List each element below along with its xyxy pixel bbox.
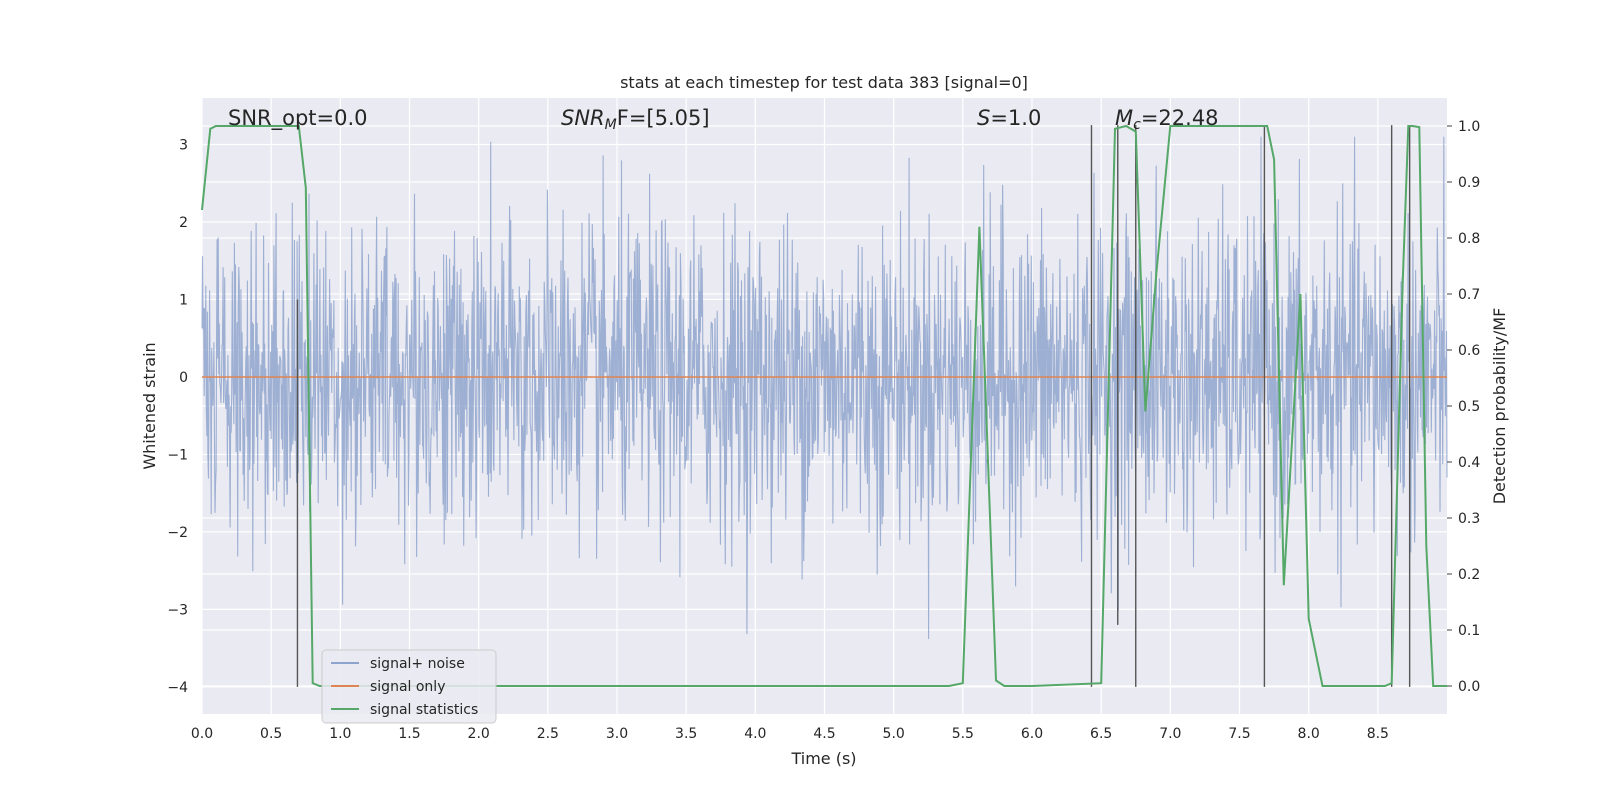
x-tick-label: 2.0 <box>468 726 490 742</box>
y2-tick-label: 0.3 <box>1458 511 1480 527</box>
y2-tick-label: 0.1 <box>1458 623 1480 639</box>
y-tick-label: 1 <box>179 292 188 308</box>
x-tick-label: 3.0 <box>606 726 628 742</box>
annotation-s-rest: =1.0 <box>990 106 1041 130</box>
x-tick-label: 1.5 <box>398 726 420 742</box>
y-tick-label: 0 <box>179 370 188 386</box>
y2-tick-label: 0.0 <box>1458 679 1480 695</box>
series-line-signal-statistics <box>201 124 1447 687</box>
y2-tick-label: 0.7 <box>1458 287 1480 303</box>
y2-tick-label: 0.9 <box>1458 175 1480 191</box>
x-tick-label: 5.0 <box>883 726 905 742</box>
x-tick-label: 0.5 <box>260 726 282 742</box>
y-tick-label: −4 <box>167 680 188 696</box>
x-tick-label: 7.5 <box>1228 726 1250 742</box>
x-tick-label: 7.0 <box>1159 726 1181 742</box>
annotation-snr-opt: SNR_opt=0.0 <box>228 106 368 131</box>
y-tick-label: −1 <box>167 447 188 463</box>
y2-tick-label: 0.5 <box>1458 399 1480 415</box>
y-tick-label: −2 <box>167 525 188 541</box>
y2-tick-label: 0.6 <box>1458 343 1480 359</box>
x-tick-label: 8.0 <box>1298 726 1320 742</box>
x-tick-label: 6.0 <box>1021 726 1043 742</box>
legend-label-signal-statistics: signal statistics <box>370 702 478 718</box>
x-tick-label: 8.5 <box>1367 726 1389 742</box>
legend-label-signal-noise: signal+ noise <box>370 656 465 672</box>
y2-tick-label: 0.4 <box>1458 455 1480 471</box>
y2-tick-label: 1.0 <box>1458 119 1480 135</box>
legend-label-signal-only: signal only <box>370 679 445 695</box>
annotation-mc-base: M <box>1115 106 1133 130</box>
noise-series <box>201 136 1448 640</box>
tick-labels: 0.0 0.5 1.0 1.5 2.0 2.5 3.0 3.5 4.0 4.5 5.0 5.5 6.0 6… <box>167 119 1480 742</box>
x-tick-label: 4.5 <box>813 726 835 742</box>
x-axis-label: Time (s) <box>790 749 856 768</box>
x-tick-label: 2.5 <box>537 726 559 742</box>
annotation-s-base: S <box>977 106 990 130</box>
annotation-mc: Mc=22.48 <box>1115 106 1219 133</box>
y2-axis-label: Detection probability/MF <box>1490 308 1509 505</box>
annotation-snr-mf-base: SNR <box>561 106 605 130</box>
y2-tick-label: 0.2 <box>1458 567 1480 583</box>
series-line-signal-noise <box>201 136 1448 640</box>
annotation-mc-sub: c <box>1133 117 1141 133</box>
annotation-snr-mf-rest: F=[5.05] <box>617 106 710 130</box>
vertical-markers <box>296 125 1411 687</box>
x-tick-label: 5.5 <box>952 726 974 742</box>
annotation-mc-rest: =22.48 <box>1141 106 1219 130</box>
y-tick-label: 3 <box>179 137 188 153</box>
y-axis-label: Whitened strain <box>140 342 159 469</box>
x-tick-label: 6.5 <box>1090 726 1112 742</box>
x-tick-label: 0.0 <box>191 726 213 742</box>
y2-tick-label: 0.8 <box>1458 231 1480 247</box>
annotation-snr-mf: SNRMF=[5.05] <box>561 106 710 133</box>
signal-statistics-series <box>201 124 1447 687</box>
x-tick-label: 4.0 <box>744 726 766 742</box>
y-tick-label: 2 <box>179 215 188 231</box>
x-tick-label: 1.0 <box>329 726 351 742</box>
y-tick-label: −3 <box>167 602 188 618</box>
annotation-s: S=1.0 <box>977 106 1041 130</box>
x-tick-label: 3.5 <box>675 726 697 742</box>
legend: signal+ noise signal only signal statist… <box>321 649 497 724</box>
chart-title: stats at each timestep for test data 383… <box>620 73 1028 92</box>
annotation-snr-mf-sub: M <box>605 117 617 133</box>
legend-box <box>321 649 497 724</box>
